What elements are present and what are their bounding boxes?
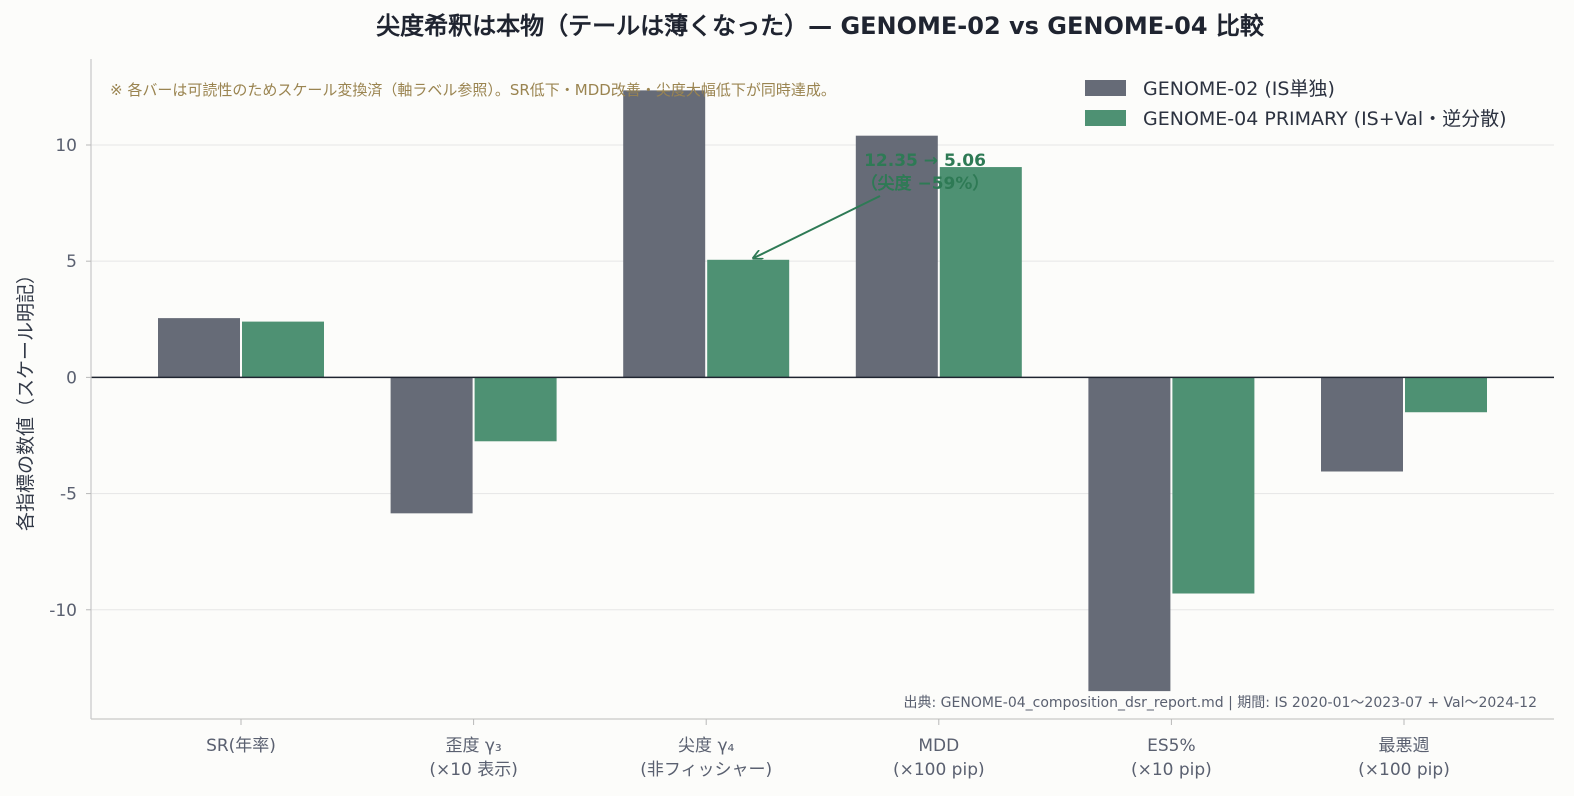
axes [90,59,1554,720]
bar [242,321,324,378]
legend-label: GENOME-02 (IS単独) [1143,78,1335,100]
x-tick-label: ES5% [1147,736,1196,756]
legend: GENOME-02 (IS単独) GENOME-04 PRIMARY (IS+Va… [1085,78,1507,130]
bar [1405,377,1487,413]
bar [939,167,1022,378]
bar [390,377,473,514]
bar [1321,377,1403,472]
y-tick-label: -10 [49,601,77,621]
y-ticks: -10 -5 0 5 10 [49,136,91,621]
annotation: 12.35 → 5.06（尖度 −59%） [754,151,989,258]
grid [91,144,1554,611]
chart-title: 尖度希釈は本物（テールは薄くなった）— GENOME-02 vs GENOME-… [376,12,1265,40]
bar [474,377,557,442]
bar [1172,377,1255,594]
x-tick-label: (非フィッシャー) [640,760,772,780]
y-tick-label: 5 [66,252,77,272]
x-tick-label: (×100 pip) [893,760,985,780]
x-tick-label: (×10 表示) [429,760,518,780]
x-tick-label: 歪度 γ₃ [445,736,501,756]
bar [855,135,938,378]
bar [707,259,790,378]
x-tick-label: SR(年率) [206,736,276,756]
x-tick-label: (×10 pip) [1131,760,1212,780]
x-tick-label: 最悪週 [1379,736,1430,756]
source-note: 出典: GENOME-04_composition_dsr_report.md … [904,695,1538,711]
bar [623,90,706,378]
legend-swatch [1085,110,1126,126]
chart-note: ※ 各バーは可読性のためスケール変換済（軸ラベル参照）。SR低下・MDD改善・尖… [110,81,836,99]
y-tick-label: 0 [66,368,77,388]
bar [158,318,240,378]
annotation-text: （尖度 −59%） [861,173,990,194]
legend-label: GENOME-04 PRIMARY (IS+Val・逆分散) [1143,108,1507,130]
bar [1088,377,1171,692]
x-ticks: SR(年率) 歪度 γ₃ (×10 表示) 尖度 γ₄ (非フィッシャー) MDD (×10… [206,719,1450,780]
legend-swatch [1085,80,1126,96]
x-tick-label: 尖度 γ₄ [678,736,734,756]
y-tick-label: 10 [55,136,77,156]
y-tick-label: -5 [60,485,77,505]
x-tick-label: MDD [918,736,959,756]
y-axis-label: 各指標の数値（スケール明記） [15,265,37,531]
x-tick-label: (×100 pip) [1358,760,1450,780]
annotation-arrow [754,195,881,258]
annotation-text: 12.35 → 5.06 [864,151,986,171]
bars [158,90,1487,692]
